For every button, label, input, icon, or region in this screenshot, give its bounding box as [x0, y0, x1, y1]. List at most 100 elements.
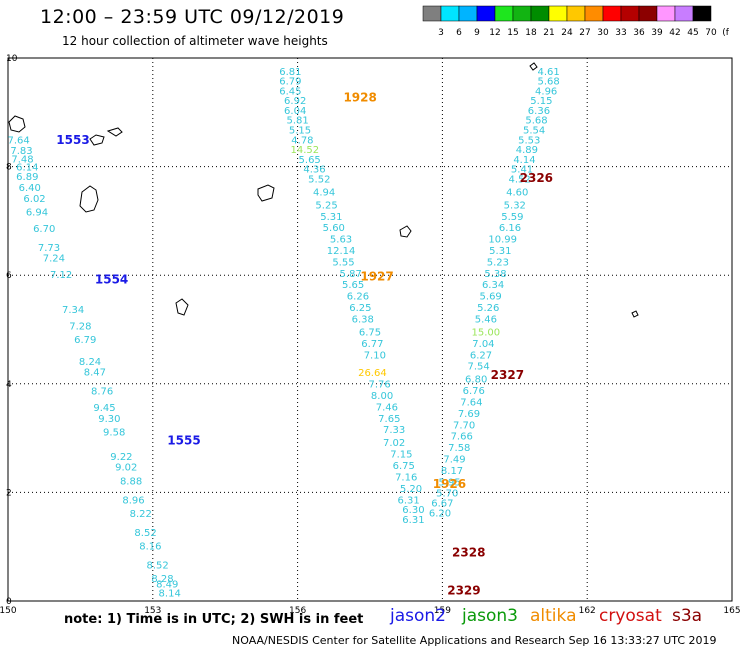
wave-height-value: 6.81 [279, 67, 301, 78]
wave-height-value: 6.04 [284, 106, 306, 117]
wave-height-value: 5.55 [332, 257, 354, 268]
wave-height-value: 10.99 [488, 235, 517, 246]
wave-height-value: 7.83 [10, 146, 32, 157]
wave-height-value: 6.36 [528, 106, 550, 117]
wave-height-value: 6.14 [16, 162, 38, 173]
scale-label: 70 [705, 28, 717, 37]
pass-number-label: 2327 [491, 368, 524, 382]
island-outline [79, 185, 99, 213]
wave-height-value: 5.20 [400, 484, 422, 495]
map-subtitle: 12 hour collection of altimeter wave hei… [62, 34, 328, 48]
wave-height-value: 6.75 [393, 461, 415, 472]
wave-height-value: 8.88 [120, 476, 142, 487]
island-outline [175, 298, 189, 316]
wave-height-value: 5.46 [475, 314, 497, 325]
pass-labels: 1553 1554 1555 1928 1927 1926 2326 2327 2328 2329 [56, 90, 553, 597]
pass-number-label: 2328 [452, 545, 485, 559]
scale-label: 3 [438, 28, 444, 37]
wave-height-value: 5.15 [530, 96, 552, 107]
wave-height-value: 7.28 [69, 322, 91, 333]
island-outline [89, 134, 105, 146]
axis-tick-labels: 150 153 156 159 162 165 0 2 4 6 8 10 [0, 54, 740, 616]
wave-height-value: 7.16 [395, 472, 417, 483]
wave-height-value: 8.52 [146, 560, 168, 571]
island-outline [8, 115, 26, 133]
pass-number-label: 2326 [520, 171, 553, 185]
legend-cryosat: cryosat [599, 606, 662, 626]
wave-height-value: 6.77 [361, 339, 383, 350]
wave-height-value: 5.31 [489, 246, 511, 257]
pass-number-label: 1553 [56, 133, 89, 147]
wave-height-value: 6.16 [499, 223, 521, 234]
wave-height-value: 9.30 [98, 414, 120, 425]
wave-height-value: 7.70 [453, 420, 475, 431]
x-tick-label: 153 [144, 606, 161, 616]
wave-height-value: 5.68 [537, 77, 559, 88]
wave-height-value: 5.81 [286, 116, 308, 127]
wave-height-value: 7.02 [383, 438, 405, 449]
legend-jason2: jason2 [390, 606, 446, 626]
scale-label: 15 [507, 28, 518, 37]
wave-height-value: 4.52 [508, 174, 530, 185]
wave-height-value: 6.45 [279, 86, 301, 97]
y-tick-label: 10 [6, 54, 18, 64]
wave-height-value: 4.89 [516, 145, 538, 156]
wave-height-value: 6.79 [279, 77, 301, 88]
island-outline [399, 225, 412, 238]
wave-height-value: 5.65 [299, 155, 321, 166]
scale-label: 39 [651, 28, 663, 37]
wave-height-value: 7.64 [460, 398, 482, 409]
island-outline [631, 310, 639, 318]
wave-height-value: 5.60 [323, 223, 345, 234]
wave-height-value: 4.36 [303, 165, 325, 176]
scale-label: 33 [615, 28, 626, 37]
wave-height-value: 8.52 [134, 528, 156, 539]
wave-height-value: 5.23 [487, 257, 509, 268]
map-gridlines [7, 57, 733, 602]
wave-height-value: 5.87 [340, 269, 362, 280]
wave-height-value: 7.73 [38, 243, 60, 254]
wave-height-value: 6.76 [463, 386, 485, 397]
wave-height-value: 6.94 [26, 207, 48, 218]
legend-s3a: s3a [672, 606, 703, 626]
wave-height-value: 5.59 [501, 212, 523, 223]
scale-label: 27 [579, 28, 590, 37]
wave-height-value: 6.40 [19, 183, 41, 194]
wave-height-value: 5.52 [308, 174, 330, 185]
wave-height-value: 6.75 [359, 327, 381, 338]
scale-label: (ft) [722, 28, 729, 37]
wave-height-value: 4.14 [513, 155, 535, 166]
legend-altika: altika [530, 606, 577, 626]
scale-swatch [692, 5, 712, 22]
wave-height-value: 8.14 [159, 589, 181, 600]
wave-height-value: 26.64 [358, 368, 387, 379]
wave-height-value: 6.02 [23, 194, 45, 205]
wave-height-value: 4.61 [537, 67, 559, 78]
wave-height-value: 5.53 [518, 135, 540, 146]
wave-height-value: 5.70 [436, 489, 458, 500]
wave-height-value: 7.34 [62, 305, 84, 316]
wave-height-value: 6.67 [431, 499, 453, 510]
pass-number-label: 1927 [360, 270, 393, 284]
wave-height-value: 5.65 [342, 280, 364, 291]
wave-height-value: 7.15 [390, 450, 412, 461]
wave-height-value: 8.22 [130, 509, 152, 520]
wave-height-value: 7.58 [448, 443, 470, 454]
wave-height-value: 6.34 [482, 280, 504, 291]
scale-label: 24 [561, 28, 573, 37]
wave-height-value: 6.25 [349, 303, 371, 314]
wave-height-value: 7.65 [378, 414, 400, 425]
scale-label: 18 [525, 28, 537, 37]
wave-height-value: 7.69 [458, 409, 480, 420]
x-tick-label: 156 [289, 606, 306, 616]
wave-height-value: 5.15 [289, 125, 311, 136]
wave-height-value: 7.66 [451, 432, 473, 443]
wave-height-value: 5.54 [523, 125, 545, 136]
wave-height-value: 8.00 [371, 391, 393, 402]
wave-height-value: 5.38 [484, 269, 506, 280]
map-title: 12:00 – 23:59 UTC 09/12/2019 [40, 6, 345, 28]
wave-height-value: 9.02 [115, 463, 137, 474]
wave-height-value: 5.68 [525, 116, 547, 127]
